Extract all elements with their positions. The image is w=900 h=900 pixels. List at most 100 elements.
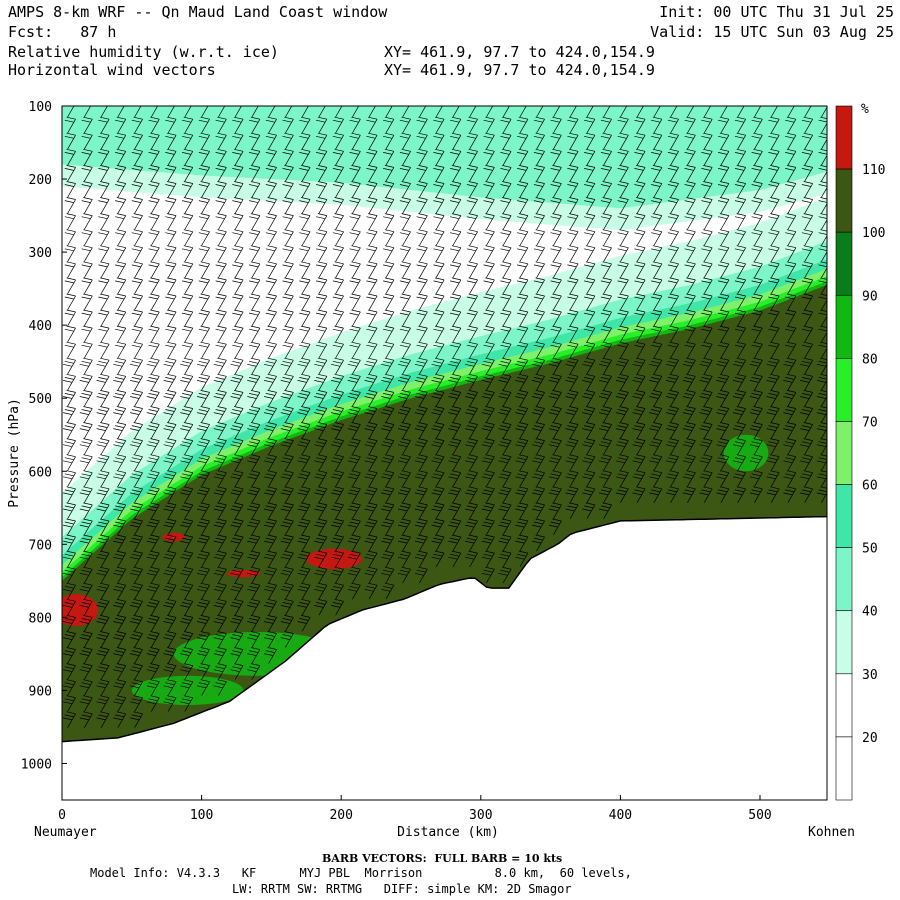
- wind-barb: [332, 261, 344, 278]
- wind-barb: [218, 106, 226, 118]
- wind-barb: [398, 406, 411, 423]
- rh-patch-gt110: [162, 532, 185, 542]
- wind-barb: [232, 148, 244, 166]
- wind-barb: [247, 373, 261, 391]
- wind-barb: [115, 261, 127, 278]
- wind-barb: [347, 582, 361, 600]
- wind-barb: [213, 534, 227, 552]
- wind-barb: [332, 116, 344, 134]
- wind-barb: [115, 341, 127, 359]
- wind-barb: [785, 165, 797, 182]
- wind-barb: [481, 486, 495, 503]
- wind-barb: [182, 148, 194, 166]
- wind-barb: [349, 148, 361, 166]
- wind-barb: [465, 357, 478, 375]
- wind-barb: [584, 132, 596, 150]
- wind-barb: [213, 486, 227, 503]
- wind-barb: [500, 341, 512, 359]
- wind-barb: [667, 325, 679, 343]
- wind-barb: [165, 341, 177, 359]
- wind-barb: [450, 245, 462, 262]
- wind-barb: [734, 261, 747, 278]
- wind-barb: [800, 357, 814, 375]
- wind-barb: [331, 390, 344, 407]
- wind-barb: [146, 406, 160, 423]
- wind-barb: [148, 181, 160, 198]
- wind-barb: [634, 293, 646, 310]
- wind-barb: [79, 486, 93, 503]
- wind-barb: [347, 390, 361, 407]
- colorbar-swatch: [835, 673, 853, 738]
- wind-barb: [532, 422, 545, 439]
- wind-barb: [666, 438, 679, 455]
- wind-barb: [718, 277, 730, 294]
- wind-barb: [347, 438, 361, 455]
- wind-barb: [130, 438, 143, 455]
- wind-barb: [280, 390, 294, 407]
- wind-barb: [265, 229, 277, 246]
- wind-barb: [414, 454, 428, 471]
- wind-barb: [414, 566, 428, 584]
- wind-barb: [617, 261, 629, 278]
- wind-barb: [433, 132, 445, 150]
- wind-barb: [734, 277, 747, 294]
- wind-barb: [533, 277, 545, 294]
- wind-barb: [483, 213, 495, 230]
- wind-barb: [215, 181, 227, 198]
- wind-barb: [565, 454, 579, 471]
- wind-barb: [716, 454, 730, 471]
- wind-barb: [818, 341, 827, 359]
- wind-barb: [800, 373, 814, 391]
- wind-barb: [498, 550, 512, 568]
- wind-barb: [197, 518, 210, 535]
- wind-barb: [615, 422, 629, 439]
- wind-barb: [466, 165, 478, 182]
- wind-barb: [264, 647, 277, 664]
- wind-barb: [416, 293, 428, 310]
- wind-barb: [701, 229, 713, 246]
- wind-barb: [63, 631, 76, 648]
- wind-barb: [768, 341, 780, 359]
- wind-barb: [131, 229, 143, 246]
- wind-barb: [352, 106, 360, 118]
- wind-barb: [146, 518, 160, 535]
- wind-barb: [500, 132, 512, 150]
- wind-barb: [515, 550, 529, 568]
- wind-barb: [63, 695, 76, 712]
- wind-barb: [198, 293, 210, 310]
- wind-barb: [280, 631, 294, 648]
- wind-barb: [264, 518, 277, 535]
- wind-barb: [146, 663, 160, 680]
- wind-barb: [567, 261, 579, 278]
- wind-barb: [818, 293, 827, 310]
- wind-barb: [232, 229, 244, 246]
- wind-barb: [368, 106, 376, 118]
- wind-barb: [316, 261, 328, 278]
- y-tick-label: 500: [29, 392, 52, 407]
- wind-barb: [515, 438, 529, 455]
- wind-barb: [450, 277, 462, 294]
- wind-barb: [130, 615, 143, 632]
- wind-barb: [381, 454, 395, 471]
- wind-barb: [649, 406, 663, 423]
- wind-barb: [565, 486, 579, 503]
- wind-barb: [416, 132, 428, 150]
- wind-barb: [517, 116, 529, 134]
- wind-barb: [63, 663, 76, 680]
- wind-barb: [733, 357, 747, 375]
- wind-barb: [146, 566, 160, 584]
- wind-barb: [548, 454, 562, 471]
- wind-barb: [213, 422, 227, 439]
- rh-patch-gt110: [226, 569, 261, 578]
- wind-barb: [666, 373, 679, 391]
- wind-barb: [801, 309, 814, 327]
- wind-barb: [416, 116, 428, 134]
- wind-barb: [450, 181, 462, 198]
- wind-barb: [599, 422, 612, 439]
- wind-barb: [766, 406, 780, 423]
- wind-barb: [450, 309, 462, 327]
- wind-barb: [515, 502, 529, 519]
- wind-barb: [584, 181, 596, 198]
- wind-barb: [197, 502, 210, 519]
- wind-barb: [331, 598, 344, 616]
